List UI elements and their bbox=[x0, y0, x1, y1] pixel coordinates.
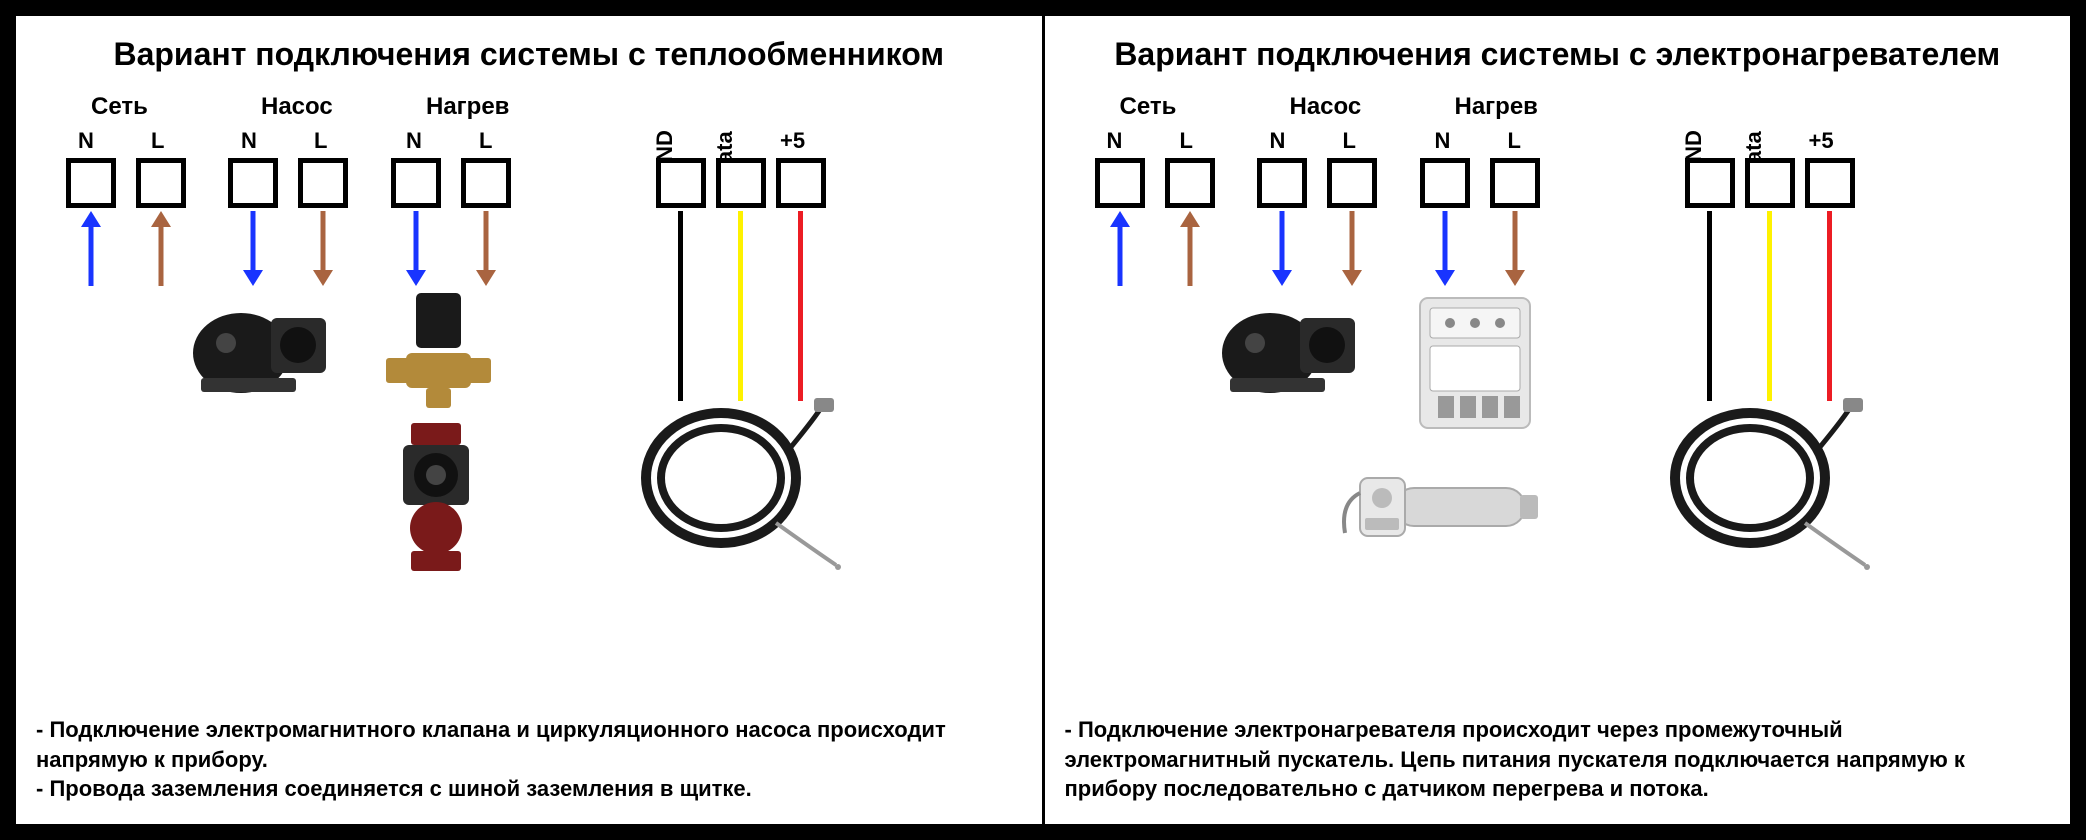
arrow-up-icon bbox=[148, 211, 174, 286]
label-net: Сеть bbox=[91, 93, 148, 121]
left-terminals: Сеть Насос Нагрев N L N L N L GND Da bbox=[36, 93, 1022, 513]
electric-heater-icon bbox=[1335, 453, 1545, 563]
terminal-box bbox=[1420, 158, 1470, 208]
pump-device-icon bbox=[1215, 293, 1375, 403]
sensor-cable-icon bbox=[636, 393, 846, 573]
terminal-box bbox=[66, 158, 116, 208]
arrow-up-icon bbox=[1177, 211, 1203, 286]
sub-L: L bbox=[1180, 128, 1193, 154]
wire-v5 bbox=[1827, 211, 1832, 401]
label-heat: Нагрев bbox=[1455, 93, 1538, 121]
sub-N: N bbox=[1107, 128, 1123, 154]
sub-N: N bbox=[78, 128, 94, 154]
contactor-icon bbox=[1410, 288, 1540, 438]
terminal-box bbox=[1327, 158, 1377, 208]
wire-data bbox=[738, 211, 743, 401]
wire-data bbox=[1767, 211, 1772, 401]
terminal-box bbox=[391, 158, 441, 208]
sub-N: N bbox=[241, 128, 257, 154]
terminal-box bbox=[1490, 158, 1540, 208]
sub-N: N bbox=[1435, 128, 1451, 154]
sub-L: L bbox=[1343, 128, 1356, 154]
terminal-box bbox=[776, 158, 826, 208]
right-title: Вариант подключения системы с электронаг… bbox=[1065, 36, 2051, 73]
arrow-down-icon bbox=[310, 211, 336, 286]
sub-L: L bbox=[151, 128, 164, 154]
label-pump: Насос bbox=[1290, 93, 1362, 121]
terminal-box bbox=[716, 158, 766, 208]
terminal-box bbox=[1685, 158, 1735, 208]
left-title: Вариант подключения системы с теплообмен… bbox=[36, 36, 1022, 73]
wire-gnd bbox=[1707, 211, 1712, 401]
terminal-box bbox=[228, 158, 278, 208]
wire-gnd bbox=[678, 211, 683, 401]
arrow-up-icon bbox=[1107, 211, 1133, 286]
wire-v5 bbox=[798, 211, 803, 401]
arrow-down-icon bbox=[1432, 211, 1458, 286]
left-footer: - Подключение электромагнитного клапана … bbox=[36, 715, 1022, 804]
arrow-down-icon bbox=[473, 211, 499, 286]
terminal-box bbox=[298, 158, 348, 208]
pump-device-icon bbox=[186, 293, 346, 403]
label-pump: Насос bbox=[261, 93, 333, 121]
terminal-box bbox=[136, 158, 186, 208]
terminal-box bbox=[656, 158, 706, 208]
terminal-box bbox=[1095, 158, 1145, 208]
right-terminals: Сеть Насос Нагрев N L N L N L GND Data +… bbox=[1065, 93, 2051, 513]
sub-L: L bbox=[479, 128, 492, 154]
terminal-box bbox=[461, 158, 511, 208]
sensor-cable-icon bbox=[1665, 393, 1875, 573]
sub-L: L bbox=[314, 128, 327, 154]
sub-N: N bbox=[406, 128, 422, 154]
arrow-up-icon bbox=[78, 211, 104, 286]
arrow-down-icon bbox=[1502, 211, 1528, 286]
arrow-down-icon bbox=[240, 211, 266, 286]
label-v5: +5 bbox=[780, 128, 805, 154]
terminal-box bbox=[1165, 158, 1215, 208]
terminal-box bbox=[1805, 158, 1855, 208]
right-panel: Вариант подключения системы с электронаг… bbox=[1045, 16, 2071, 824]
left-panel: Вариант подключения системы с теплообмен… bbox=[16, 16, 1042, 824]
circulation-pump-icon bbox=[381, 423, 491, 573]
solenoid-valve-icon bbox=[376, 288, 496, 418]
terminal-box bbox=[1745, 158, 1795, 208]
arrow-down-icon bbox=[1269, 211, 1295, 286]
sub-N: N bbox=[1270, 128, 1286, 154]
arrow-down-icon bbox=[403, 211, 429, 286]
arrow-down-icon bbox=[1339, 211, 1365, 286]
label-net: Сеть bbox=[1120, 93, 1177, 121]
sub-L: L bbox=[1508, 128, 1521, 154]
label-v5: +5 bbox=[1809, 128, 1834, 154]
terminal-box bbox=[1257, 158, 1307, 208]
label-heat: Нагрев bbox=[426, 93, 509, 121]
right-footer: - Подключение электронагревателя происхо… bbox=[1065, 715, 2051, 804]
